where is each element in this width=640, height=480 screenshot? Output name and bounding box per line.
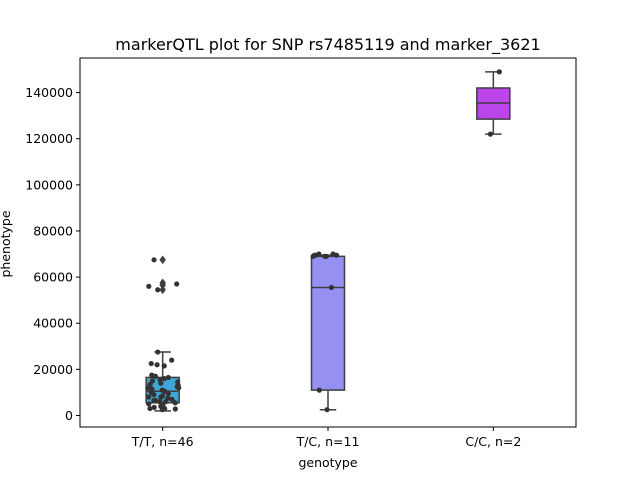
y-tick-label: 140000 — [25, 85, 73, 100]
data-point — [146, 394, 152, 400]
y-tick-label: 80000 — [33, 223, 73, 238]
x-tick-label: T/C, n=11 — [296, 434, 360, 449]
data-point — [148, 360, 154, 367]
outlier-marker — [159, 278, 166, 288]
data-point — [324, 407, 330, 413]
data-point — [155, 287, 161, 293]
data-point — [172, 400, 178, 406]
chart-title: markerQTL plot for SNP rs7485119 and mar… — [115, 35, 540, 55]
data-point — [151, 257, 157, 263]
data-point — [154, 362, 160, 368]
data-point — [487, 131, 494, 137]
y-tick-label: 0 — [65, 408, 73, 423]
data-point — [323, 253, 329, 259]
data-point — [151, 404, 157, 410]
data-point — [151, 397, 157, 404]
x-axis-label: genotype — [298, 455, 357, 470]
y-tick-label: 60000 — [33, 270, 73, 285]
data-point — [169, 396, 175, 402]
data-point — [147, 405, 153, 412]
data-point — [172, 406, 178, 412]
data-point — [165, 395, 171, 401]
data-point — [157, 377, 163, 383]
data-point — [165, 374, 171, 381]
x-tick-label: C/C, n=2 — [465, 434, 521, 449]
data-point — [161, 363, 167, 369]
data-point — [157, 399, 163, 405]
data-point — [169, 357, 175, 363]
data-point — [149, 378, 156, 384]
data-point — [176, 385, 182, 391]
y-tick-label: 120000 — [25, 131, 73, 146]
data-point — [316, 251, 322, 257]
data-point — [328, 284, 334, 291]
data-point — [310, 253, 316, 259]
data-point — [174, 281, 180, 287]
box — [310, 255, 346, 391]
y-axis-label: phenotype — [0, 210, 13, 277]
outlier-marker — [159, 285, 166, 295]
data-point — [316, 387, 322, 393]
x-tick-label: T/T, n=46 — [131, 434, 194, 449]
outlier-marker — [159, 255, 166, 265]
y-tick-label: 100000 — [25, 177, 73, 192]
y-tick-label: 20000 — [33, 362, 73, 377]
data-point — [330, 251, 336, 257]
data-point — [496, 69, 502, 75]
data-point — [146, 283, 152, 289]
data-point — [149, 386, 155, 392]
data-point — [146, 401, 152, 407]
data-point — [155, 349, 161, 355]
y-tick-label: 40000 — [33, 316, 73, 331]
data-point — [161, 375, 167, 382]
data-point — [175, 379, 181, 385]
data-point — [149, 372, 155, 378]
data-point — [158, 394, 164, 400]
plot-area: 0 20000 40000 60000 80000 100000 120000 140000 T… — [25, 57, 577, 449]
data-point — [159, 387, 165, 393]
